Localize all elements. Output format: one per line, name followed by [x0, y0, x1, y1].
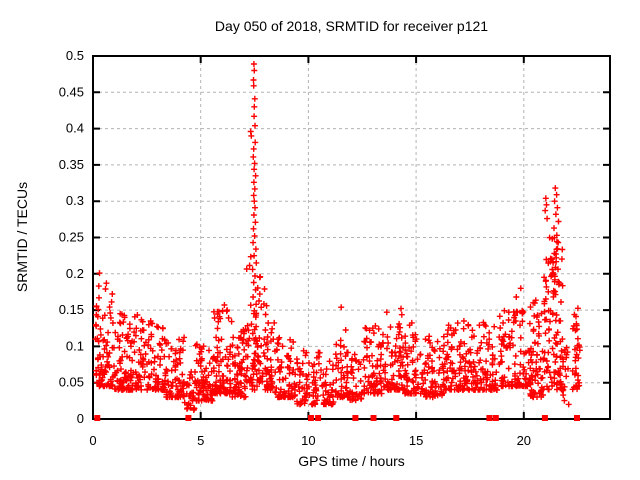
scatter-points — [92, 61, 583, 413]
x-tick-labels: 0 5 10 15 20 — [89, 433, 531, 448]
y-axis-label: SRMTID / TECUs — [14, 182, 30, 292]
x-tick-label: 10 — [301, 433, 315, 448]
y-tick-label: 0.45 — [59, 84, 84, 99]
chart-title: Day 050 of 2018, SRMTID for receiver p12… — [215, 18, 488, 34]
y-tick-label: 0.3 — [66, 193, 84, 208]
y-tick-label: 0.35 — [59, 157, 84, 172]
x-tick-label: 0 — [89, 433, 96, 448]
x-axis-label: GPS time / hours — [298, 453, 405, 469]
y-tick-labels: 0 0.05 0.1 0.15 0.2 0.25 0.3 0.35 0.4 0.45 0.5 — [59, 48, 84, 426]
y-tick-label: 0.25 — [59, 230, 84, 245]
x-tick-label: 20 — [517, 433, 531, 448]
x-tick-label: 5 — [197, 433, 204, 448]
x-tick-label: 15 — [409, 433, 423, 448]
y-tick-label: 0.4 — [66, 121, 84, 136]
y-tick-label: 0.1 — [66, 338, 84, 353]
y-tick-label: 0 — [77, 411, 84, 426]
y-tick-label: 0.2 — [66, 266, 84, 281]
y-tick-label: 0.5 — [66, 48, 84, 63]
y-tick-label: 0.05 — [59, 375, 84, 390]
y-tick-label: 0.15 — [59, 302, 84, 317]
grid-lines — [93, 56, 610, 419]
